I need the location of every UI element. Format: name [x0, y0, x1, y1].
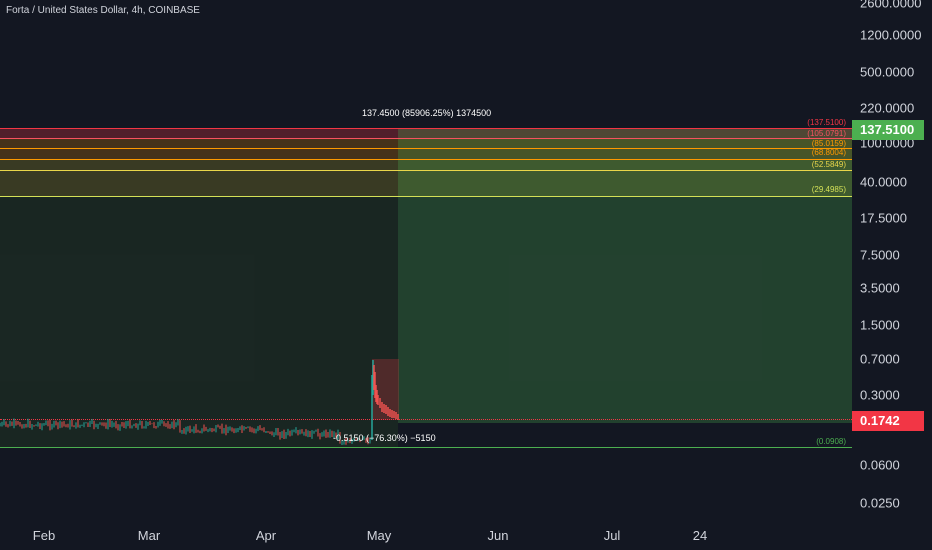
price-label: 220.0000 [860, 100, 915, 116]
target-price-tag: 137.5100 [852, 120, 924, 140]
price-label: 1.5000 [860, 317, 900, 333]
price-axis[interactable]: 2600.0000 1200.0000 500.0000 220.0000 10… [852, 0, 932, 520]
fib-label-1: (137.5100) [807, 118, 846, 127]
fib-line-5[interactable] [0, 170, 852, 171]
price-label: 3.5000 [860, 280, 900, 296]
chart-area[interactable]: (137.5100) (105.0791) (85.0159) (68.8004… [0, 0, 852, 520]
fib-label-3: (85.0159) [811, 139, 846, 148]
fib-line-3[interactable] [0, 148, 852, 149]
fib-line-6[interactable] [0, 196, 852, 197]
time-label: Jul [603, 528, 621, 543]
fib-zone-yellow [0, 159, 852, 196]
price-label: 40.0000 [860, 174, 907, 190]
fib-label-5: (52.5849) [811, 160, 846, 169]
price-label: 2600.0000 [860, 0, 922, 11]
current-price-tag: 0.1742 [852, 411, 924, 431]
fib-zone-green-dark [0, 196, 398, 447]
price-label: 0.3000 [860, 387, 900, 403]
fib-line-1[interactable] [0, 128, 852, 129]
measure-down-label: -0.5150 (−76.30%) −5150 [333, 433, 436, 443]
price-label: 0.7000 [860, 351, 900, 367]
price-label: 1200.0000 [860, 27, 922, 43]
time-axis[interactable]: Feb Mar Apr May Jun Jul 24 [0, 520, 852, 550]
fib-label-7: (0.0908) [816, 437, 846, 446]
fib-label-2: (105.0791) [807, 129, 846, 138]
time-label: Feb [32, 528, 56, 543]
measure-up-label: 137.4500 (85906.25%) 1374500 [362, 108, 492, 118]
projection-zone-green [398, 128, 852, 423]
time-label: Jun [487, 528, 509, 543]
price-series [0, 360, 399, 446]
time-label: Apr [255, 528, 277, 543]
time-label: Mar [137, 528, 161, 543]
axis-corner [852, 520, 932, 550]
current-price-line [0, 419, 852, 420]
time-label: 24 [692, 528, 708, 543]
time-label: May [366, 528, 392, 543]
fib-label-6: (29.4985) [811, 185, 846, 194]
price-label: 500.0000 [860, 64, 915, 80]
price-label: 0.0600 [860, 457, 900, 473]
price-label: 7.5000 [860, 247, 900, 263]
symbol-title[interactable]: Forta / United States Dollar, 4h, COINBA… [6, 5, 200, 16]
fib-line-7[interactable] [0, 447, 852, 448]
fib-zone-red [0, 128, 852, 138]
fib-line-4[interactable] [0, 159, 852, 160]
price-label: 17.5000 [860, 210, 907, 226]
fib-line-2[interactable] [0, 138, 852, 139]
fib-label-4: (68.8004) [811, 148, 846, 157]
price-label: 0.0250 [860, 495, 900, 511]
